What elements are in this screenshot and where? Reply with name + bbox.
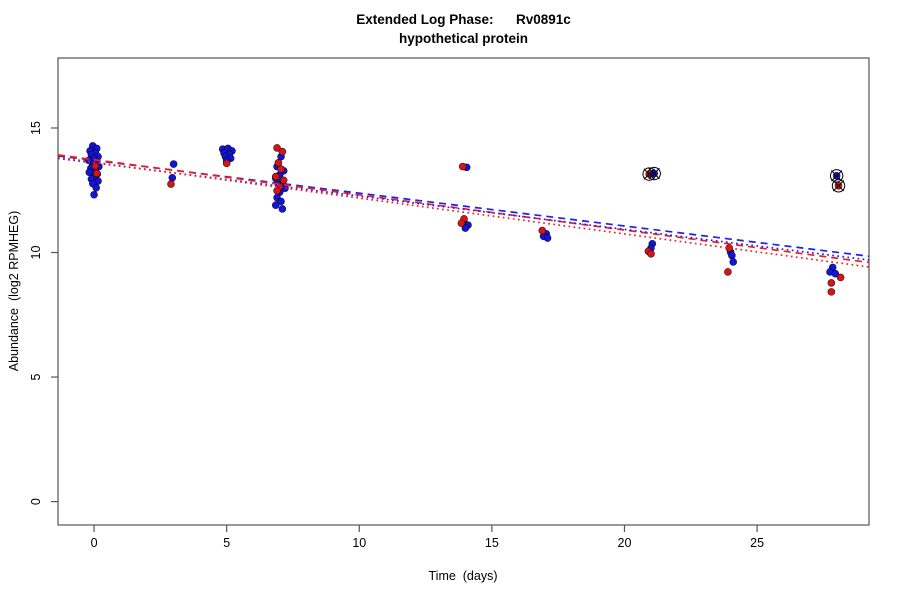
data-point-replicate-blue	[461, 224, 470, 232]
y-tick-label: 5	[29, 374, 43, 381]
data-point-replicate-blue	[85, 168, 94, 177]
y-tick-label: 0	[29, 498, 43, 505]
flag-circle-x-icon	[648, 167, 660, 180]
data-point-replicate-red	[458, 162, 467, 171]
x-tick-label: 15	[485, 536, 499, 550]
y-tick-label: 10	[29, 246, 43, 260]
data-point-replicate-red	[538, 226, 547, 235]
data-point-replicate-red	[91, 162, 100, 170]
data-point-replicate-blue	[831, 269, 840, 278]
data-point-replicate-red	[724, 268, 732, 276]
flag-circle-x-icon	[829, 169, 844, 183]
data-point-replicate-red	[836, 273, 845, 282]
flag-circle-x-icon	[831, 179, 846, 193]
data-point-replicate-blue	[90, 190, 98, 199]
plot-frame	[57, 57, 870, 526]
flag-circle-x-icon	[647, 166, 661, 181]
data-point-replicate-red	[271, 172, 280, 181]
data-point-replicate-red	[827, 288, 836, 296]
data-point-replicate-red	[278, 147, 287, 156]
data-point-replicate-blue	[543, 234, 552, 242]
data-point-replicate-blue	[168, 174, 177, 182]
data-point-replicate-red	[274, 159, 283, 167]
data-point-replicate-blue	[728, 251, 736, 260]
data-point-replicate-blue	[277, 197, 285, 206]
x-tick-label: 20	[618, 536, 632, 550]
x-tick-label: 25	[750, 536, 764, 550]
data-point-replicate-blue	[729, 258, 738, 266]
data-point-replicate-red	[92, 169, 101, 178]
flag-circle-x-icon	[830, 170, 843, 182]
data-point-replicate-red	[279, 176, 288, 185]
flag-circle-x-icon	[832, 180, 845, 192]
data-point-replicate-red	[273, 144, 281, 152]
data-point-replicate-blue	[169, 160, 178, 168]
data-point-replicate-blue	[271, 201, 280, 209]
x-tick-label: 10	[352, 536, 366, 550]
blue-dotted-fit	[57, 157, 870, 261]
data-point-replicate-red	[277, 165, 285, 173]
y-tick-label: 15	[29, 121, 43, 135]
data-point-replicate-red	[827, 279, 836, 287]
plot-title: Extended Log Phase: Rv0891c	[356, 12, 571, 27]
data-point-replicate-blue	[92, 183, 100, 192]
x-axis-label: Time (days)	[428, 569, 498, 583]
plot-subtitle: hypothetical protein	[398, 31, 528, 46]
x-tick-label: 0	[91, 536, 98, 550]
data-point-replicate-red	[457, 219, 466, 227]
x-tick-label: 5	[223, 536, 230, 550]
data-point-replicate-red	[273, 186, 281, 195]
data-point-replicate-blue	[278, 205, 287, 213]
data-point-replicate-red	[167, 180, 175, 188]
red-dotted-fit	[57, 156, 870, 268]
data-point-replicate-red	[222, 159, 231, 168]
data-point-replicate-red	[647, 249, 655, 258]
